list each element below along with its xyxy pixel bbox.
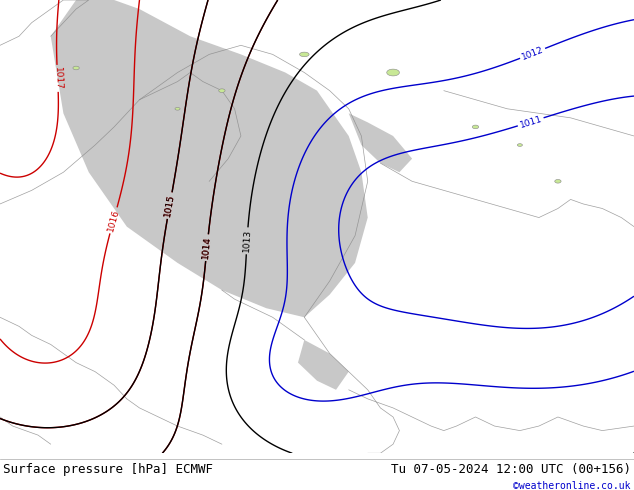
Ellipse shape xyxy=(175,107,180,110)
Ellipse shape xyxy=(299,52,309,57)
Ellipse shape xyxy=(73,66,79,70)
Text: ©weatheronline.co.uk: ©weatheronline.co.uk xyxy=(514,481,631,490)
Text: 1013: 1013 xyxy=(242,229,252,252)
Text: 1016: 1016 xyxy=(106,208,121,233)
Ellipse shape xyxy=(387,69,399,76)
Text: 1014: 1014 xyxy=(202,236,212,260)
Text: 1015: 1015 xyxy=(163,194,176,218)
Ellipse shape xyxy=(219,89,225,93)
Text: Surface pressure [hPa] ECMWF: Surface pressure [hPa] ECMWF xyxy=(3,463,213,476)
Text: 1012: 1012 xyxy=(521,45,545,62)
Text: 1017: 1017 xyxy=(53,67,63,90)
Text: 1015: 1015 xyxy=(163,194,176,218)
Ellipse shape xyxy=(472,125,479,129)
Text: 1014: 1014 xyxy=(202,236,212,260)
Text: Tu 07-05-2024 12:00 UTC (00+156): Tu 07-05-2024 12:00 UTC (00+156) xyxy=(391,463,631,476)
Ellipse shape xyxy=(555,179,561,183)
Ellipse shape xyxy=(517,144,522,147)
Text: 1011: 1011 xyxy=(519,114,543,129)
